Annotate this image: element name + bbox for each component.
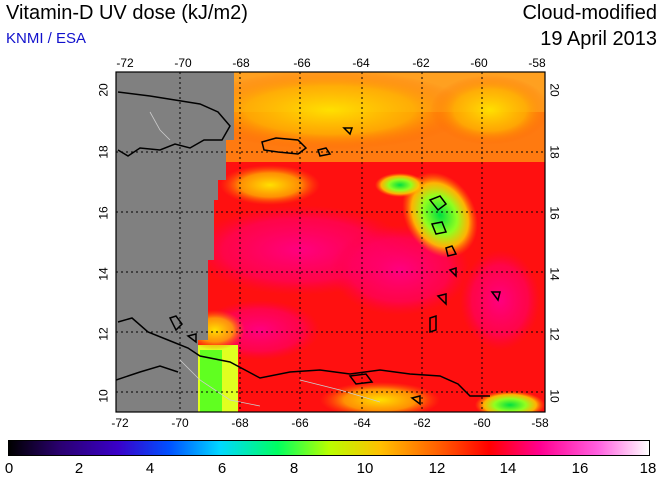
lon-tick-top: -68	[232, 56, 250, 70]
lon-tick-top: -62	[412, 56, 430, 70]
colorbar-label: 2	[74, 460, 84, 477]
colorbar-label: 10	[356, 460, 374, 477]
lon-tick-bottom: -72	[111, 416, 129, 430]
lon-tick-bottom: -60	[473, 416, 491, 430]
colorbar-label: 16	[571, 460, 589, 477]
lon-tick-top: -66	[293, 56, 311, 70]
lat-tick-left: 12	[96, 327, 111, 341]
source-label: KNMI / ESA	[6, 30, 87, 47]
lon-tick-bottom: -58	[531, 416, 549, 430]
lat-tick-left: 20	[96, 83, 111, 97]
lat-tick-right: 10	[547, 389, 562, 403]
colorbar-label: 6	[217, 460, 227, 477]
colorbar-label: 4	[145, 460, 155, 477]
lon-tick-bottom: -64	[353, 416, 371, 430]
lat-tick-left: 14	[96, 267, 111, 281]
colorbar-label: 12	[428, 460, 446, 477]
lat-tick-right: 18	[547, 145, 562, 159]
lon-tick-bottom: -62	[413, 416, 431, 430]
lat-tick-right: 16	[547, 206, 562, 220]
product-label: Cloud-modified	[522, 2, 657, 24]
lat-tick-right: 14	[547, 267, 562, 281]
colorbar-label: 18	[639, 460, 657, 477]
lon-tick-top: -72	[116, 56, 134, 70]
lat-lon-grid	[116, 72, 545, 412]
lat-tick-left: 18	[96, 145, 111, 159]
lat-tick-right: 12	[547, 327, 562, 341]
lon-tick-bottom: -68	[231, 416, 249, 430]
colorbar-label: 14	[499, 460, 517, 477]
lon-tick-bottom: -66	[291, 416, 309, 430]
lon-tick-top: -58	[528, 56, 546, 70]
lon-tick-top: -70	[174, 56, 192, 70]
lon-tick-top: -64	[352, 56, 370, 70]
no-data-region	[116, 72, 234, 412]
map-frame	[115, 71, 546, 413]
map-field	[116, 72, 545, 412]
lat-tick-left: 10	[96, 389, 111, 403]
lon-tick-bottom: -70	[171, 416, 189, 430]
date-label: 19 April 2013	[540, 28, 657, 50]
lon-tick-top: -60	[470, 56, 488, 70]
map-title: Vitamin-D UV dose (kJ/m2)	[6, 2, 248, 24]
lat-tick-left: 16	[96, 206, 111, 220]
colorbar	[8, 440, 650, 456]
colorbar-label: 0	[4, 460, 14, 477]
lat-tick-right: 20	[547, 83, 562, 97]
colorbar-label: 8	[289, 460, 299, 477]
